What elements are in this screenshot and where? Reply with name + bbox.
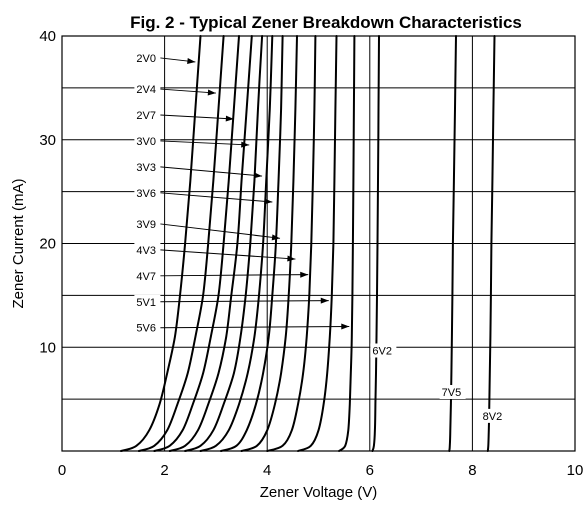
curve-5v6: [338, 35, 356, 452]
label-background: [134, 133, 161, 148]
curve-label-2v7: 2V7: [134, 108, 234, 122]
leader-line: [160, 166, 263, 177]
label-background: [134, 185, 161, 200]
x-tick-label: 10: [567, 462, 584, 479]
curve-label-7v5: 7V5: [439, 385, 466, 400]
x-tick-label: 4: [263, 462, 271, 479]
label-background: [134, 268, 161, 283]
curve-label-5v6: 5V6: [134, 320, 350, 335]
label-background: [134, 242, 161, 257]
x-tick-label: 6: [366, 462, 374, 479]
curve-label-text: 3V9: [136, 219, 156, 231]
tick-labels: 0 2 4 6 8 10 10 20 30 40: [39, 28, 583, 479]
curve-label-text: 5V6: [136, 323, 156, 335]
curve-label-text: 2V4: [136, 84, 156, 96]
curve-3v6: [199, 35, 274, 452]
curve-label-2v0: 2V0: [134, 50, 196, 65]
x-tick-label: 0: [58, 462, 66, 479]
curve-label-text: 3V3: [136, 162, 156, 174]
curve-label-text: 7V5: [442, 387, 462, 399]
curves: [120, 35, 496, 452]
y-tick-label: 30: [39, 132, 56, 149]
curve-4v3: [240, 35, 298, 452]
chart-title: Fig. 2 - Typical Zener Breakdown Charact…: [130, 13, 522, 32]
x-tick-label: 2: [160, 462, 168, 479]
y-tick-label: 40: [39, 28, 56, 45]
curve-label-text: 2V0: [136, 53, 156, 65]
curve-label-text: 3V6: [136, 188, 156, 200]
curve-7v5: [448, 35, 457, 452]
leader-line: [160, 274, 309, 277]
curve-2v7: [153, 35, 240, 452]
curve-2v0: [120, 35, 202, 452]
leader-line: [160, 326, 350, 329]
curve-label-text: 5V1: [136, 297, 156, 309]
arrowhead: [241, 141, 250, 148]
curve-6v2: [371, 35, 380, 452]
label-background: [439, 385, 466, 400]
leader-line: [160, 114, 234, 120]
arrowhead: [187, 58, 196, 65]
leader-line: [160, 300, 329, 303]
label-background: [134, 294, 161, 309]
curve-3v9: [220, 35, 284, 452]
arrowhead: [341, 323, 350, 330]
label-background: [134, 216, 161, 231]
label-background: [134, 50, 161, 65]
curve-label-text: 8V2: [483, 411, 503, 423]
y-tick-label: 10: [39, 339, 56, 356]
curve-label-3v9: 3V9: [134, 216, 281, 241]
x-tick-label: 8: [468, 462, 476, 479]
curve-label-3v0: 3V0: [134, 133, 250, 148]
curve-3v0: [168, 35, 253, 452]
label-background: [134, 82, 161, 97]
curve-label-8v2: 8V2: [480, 408, 507, 423]
label-background: [134, 159, 161, 174]
arrowhead: [253, 172, 263, 179]
curve-8v2: [486, 35, 496, 452]
curve-label-text: 3V0: [136, 136, 156, 148]
arrowhead: [225, 115, 234, 122]
y-tick-label: 20: [39, 236, 56, 253]
label-background: [134, 108, 161, 122]
label-background: [370, 343, 397, 358]
curve-4v7: [266, 35, 317, 452]
arrowhead: [207, 89, 216, 96]
leader-line: [160, 140, 250, 146]
curve-label-text: 6V2: [372, 346, 392, 358]
curve-label-6v2: 6V2: [370, 343, 397, 358]
curve-label-3v6: 3V6: [134, 185, 273, 205]
leader-line: [160, 192, 273, 203]
arrowhead: [320, 297, 329, 304]
curve-label-text: 2V7: [136, 110, 156, 122]
curve-label-2v4: 2V4: [134, 82, 216, 97]
curve-label-4v3: 4V3: [134, 242, 296, 262]
curve-label-text: 4V7: [136, 271, 156, 283]
y-axis-label: Zener Current (mA): [10, 178, 27, 308]
leader-line: [160, 88, 216, 94]
arrowhead: [264, 198, 273, 205]
leader-line: [160, 223, 281, 239]
leader-line: [160, 249, 296, 260]
arrowhead: [300, 271, 309, 278]
curve-3v3: [184, 35, 264, 452]
curve-labels: 2V0 2V4 2V7 3V0 3V3 3V6 3V9 4V3 4V7 5V1 5V6 6V2 7V5 8…: [134, 50, 507, 423]
label-background: [480, 408, 507, 423]
x-axis-label: Zener Voltage (V): [260, 484, 378, 501]
label-background: [134, 320, 161, 335]
curve-label-3v3: 3V3: [134, 159, 263, 179]
curve-5v1: [297, 35, 338, 452]
curve-label-text: 4V3: [136, 245, 156, 257]
arrowhead: [271, 234, 281, 241]
arrowhead: [287, 255, 296, 262]
curve-label-4v7: 4V7: [134, 268, 309, 283]
plot-frame: [61, 35, 576, 452]
curve-label-5v1: 5V1: [134, 294, 329, 309]
curve-2v4: [137, 35, 225, 452]
